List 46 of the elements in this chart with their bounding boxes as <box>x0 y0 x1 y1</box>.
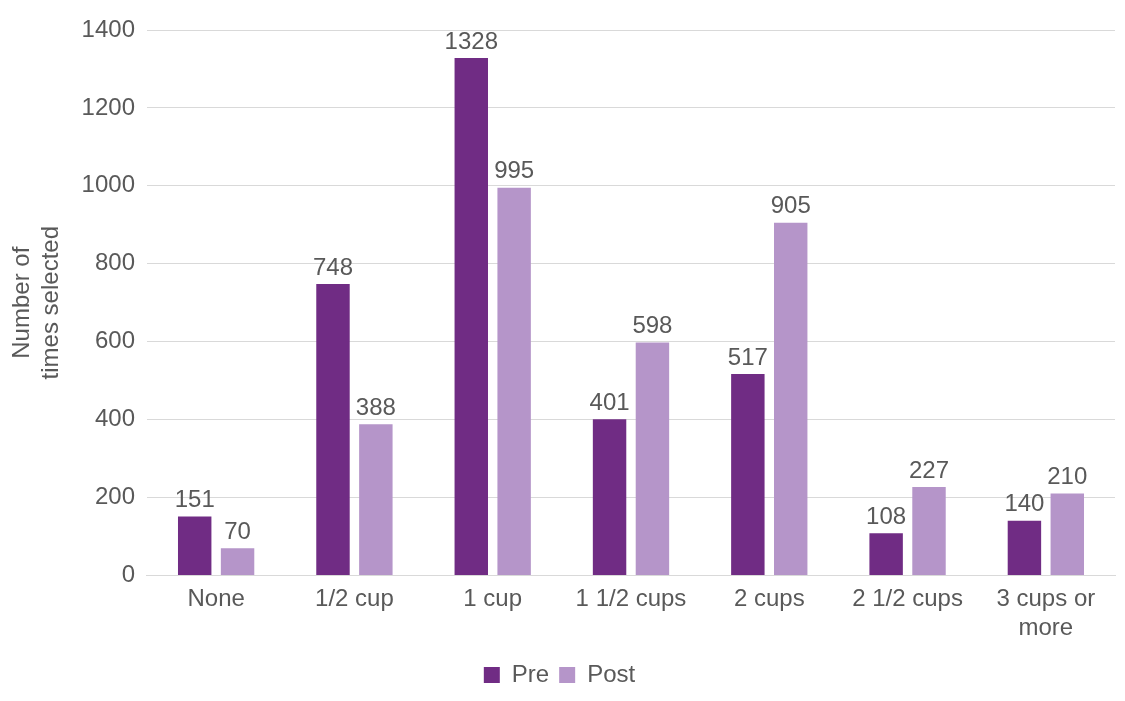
data-label: 140 <box>1004 489 1045 517</box>
x-tick-label: 2 1/2 cups <box>852 584 963 612</box>
bar <box>731 373 765 575</box>
y-tick-label: 200 <box>94 482 135 510</box>
data-label: 905 <box>770 191 811 219</box>
bar <box>635 342 670 575</box>
bar <box>774 222 808 575</box>
data-label: 517 <box>727 342 768 370</box>
data-label: 388 <box>355 392 396 420</box>
data-label: 401 <box>589 387 630 415</box>
data-label: 995 <box>494 156 535 184</box>
y-axis-title: Number of times selected <box>7 226 63 380</box>
bar <box>592 419 627 575</box>
bar <box>454 58 488 575</box>
x-tick-label: None <box>187 584 245 612</box>
bar <box>220 548 255 575</box>
data-label: 108 <box>866 501 907 529</box>
bar <box>497 187 531 575</box>
y-tick-label: 1200 <box>81 92 135 120</box>
bar <box>912 486 946 575</box>
y-tick-label: 600 <box>94 326 135 354</box>
bar <box>359 424 393 575</box>
data-label: 210 <box>1047 462 1088 490</box>
data-label: 227 <box>908 455 950 483</box>
data-label: 151 <box>174 485 215 513</box>
x-tick-label: 1/2 cup <box>315 584 394 612</box>
y-tick-label: 1400 <box>81 14 135 42</box>
y-tick-label: 1000 <box>81 170 135 198</box>
bar <box>869 533 903 575</box>
bar <box>177 516 212 575</box>
x-tick-label: 2 cups <box>733 584 805 612</box>
x-tick-label: 1 cup <box>463 584 523 612</box>
bar <box>1007 520 1042 575</box>
data-label: 748 <box>312 252 354 280</box>
y-tick-label: 400 <box>94 404 135 432</box>
bar <box>1050 493 1085 575</box>
data-label: 598 <box>632 311 673 339</box>
legend-label: Post <box>587 659 636 687</box>
data-label: 1328 <box>444 26 498 54</box>
data-label: 70 <box>224 516 251 544</box>
legend-label: Pre <box>511 659 550 687</box>
x-tick-label: 1 1/2 cups <box>575 584 687 612</box>
y-tick-label: 0 <box>121 560 135 588</box>
bar <box>316 284 350 575</box>
x-tick-label: 3 cups or more <box>996 584 1096 641</box>
y-tick-label: 800 <box>94 248 135 276</box>
